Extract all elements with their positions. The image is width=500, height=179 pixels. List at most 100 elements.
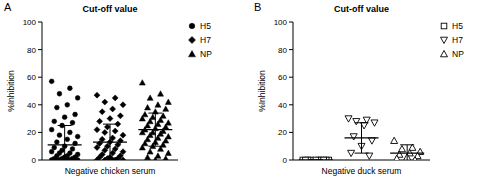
error-bar bbox=[64, 126, 65, 161]
legend-label: H7 bbox=[200, 35, 211, 45]
legend-marker bbox=[441, 51, 448, 57]
y-tick bbox=[289, 22, 293, 23]
error-cap bbox=[309, 160, 323, 161]
y-tick bbox=[289, 104, 293, 105]
error-bar bbox=[155, 113, 156, 146]
y-axis-label: %Inhibition bbox=[6, 70, 16, 112]
data-point bbox=[94, 127, 100, 133]
data-point bbox=[94, 92, 100, 98]
error-cap bbox=[148, 146, 162, 147]
data-point bbox=[120, 157, 126, 160]
data-point bbox=[62, 115, 67, 120]
legend-marker bbox=[189, 23, 195, 29]
legend-label: NP bbox=[200, 49, 212, 59]
data-point bbox=[52, 158, 57, 160]
data-point bbox=[49, 127, 54, 132]
plot-area bbox=[299, 116, 424, 160]
legend-label: H5 bbox=[200, 21, 211, 31]
data-point bbox=[102, 99, 108, 105]
y-tick-label: 60 bbox=[278, 73, 287, 82]
error-cap bbox=[355, 122, 369, 123]
y-tick bbox=[38, 77, 42, 78]
y-axis bbox=[42, 22, 43, 160]
data-point bbox=[117, 113, 123, 119]
error-cap bbox=[103, 124, 117, 125]
data-point bbox=[366, 153, 373, 159]
data-point bbox=[165, 150, 171, 155]
y-tick-label: 40 bbox=[27, 101, 36, 110]
y-tick-label: 40 bbox=[278, 101, 287, 110]
data-point bbox=[112, 95, 118, 101]
data-point bbox=[67, 130, 72, 135]
data-point bbox=[94, 157, 100, 160]
data-point bbox=[102, 129, 108, 135]
data-point bbox=[345, 116, 352, 122]
chart-title: Cut-off value bbox=[83, 4, 138, 14]
panel-label: B bbox=[254, 1, 261, 13]
data-point bbox=[54, 105, 59, 110]
legend-marker bbox=[189, 51, 196, 57]
error-cap bbox=[309, 160, 323, 161]
chart-title: Cut-off value bbox=[334, 4, 389, 14]
data-point bbox=[163, 156, 169, 160]
data-point bbox=[145, 154, 151, 159]
data-point bbox=[152, 157, 158, 160]
data-point bbox=[112, 128, 118, 134]
data-point bbox=[75, 96, 80, 101]
error-cap bbox=[58, 125, 72, 126]
panel-label: A bbox=[4, 1, 12, 13]
y-axis bbox=[293, 22, 294, 160]
data-point bbox=[52, 119, 57, 124]
legend-marker bbox=[441, 37, 448, 43]
data-point bbox=[147, 149, 153, 154]
panel: ACut-off value020406080100%InhibitionNeg… bbox=[4, 1, 212, 176]
legend-label: H5 bbox=[452, 21, 463, 31]
data-point bbox=[57, 91, 62, 96]
mean-line bbox=[299, 159, 333, 160]
y-tick bbox=[38, 49, 42, 50]
y-tick bbox=[289, 160, 293, 161]
figure: ACut-off value020406080100%InhibitionNeg… bbox=[0, 0, 500, 179]
error-cap bbox=[103, 160, 117, 161]
y-tick-label: 0 bbox=[32, 156, 37, 165]
y-tick bbox=[289, 77, 293, 78]
data-point bbox=[65, 137, 70, 142]
y-tick-label: 100 bbox=[274, 18, 288, 27]
y-tick bbox=[38, 104, 42, 105]
y-tick-label: 60 bbox=[27, 73, 36, 82]
error-bar bbox=[361, 123, 362, 153]
data-point bbox=[353, 119, 360, 125]
legend-marker bbox=[189, 37, 196, 44]
x-axis-label: Negative chicken serum bbox=[65, 166, 156, 176]
y-tick bbox=[38, 22, 42, 23]
data-point bbox=[120, 102, 126, 108]
data-point bbox=[155, 102, 161, 107]
legend-label: H7 bbox=[452, 35, 463, 45]
data-point bbox=[371, 120, 378, 126]
data-point bbox=[139, 145, 145, 150]
data-point bbox=[163, 106, 169, 111]
data-point bbox=[65, 102, 70, 107]
data-point bbox=[94, 145, 100, 151]
data-point bbox=[139, 80, 145, 85]
y-tick-label: 20 bbox=[27, 128, 36, 137]
data-point bbox=[75, 134, 80, 139]
data-point bbox=[350, 134, 357, 140]
error-cap bbox=[148, 113, 162, 114]
error-cap bbox=[400, 144, 414, 145]
error-bar bbox=[407, 145, 408, 160]
plot-area bbox=[48, 79, 173, 160]
data-point bbox=[97, 118, 103, 124]
y-tick bbox=[38, 132, 42, 133]
data-point bbox=[70, 120, 75, 125]
y-axis-label: %Inhibition bbox=[257, 70, 267, 112]
data-point bbox=[147, 95, 153, 100]
data-point bbox=[165, 99, 171, 104]
legend-label: NP bbox=[452, 49, 464, 59]
data-point bbox=[145, 105, 151, 110]
data-point bbox=[348, 150, 355, 156]
data-point bbox=[49, 149, 54, 154]
data-point bbox=[73, 158, 78, 160]
y-tick-label: 100 bbox=[23, 18, 37, 27]
data-point bbox=[49, 79, 54, 84]
